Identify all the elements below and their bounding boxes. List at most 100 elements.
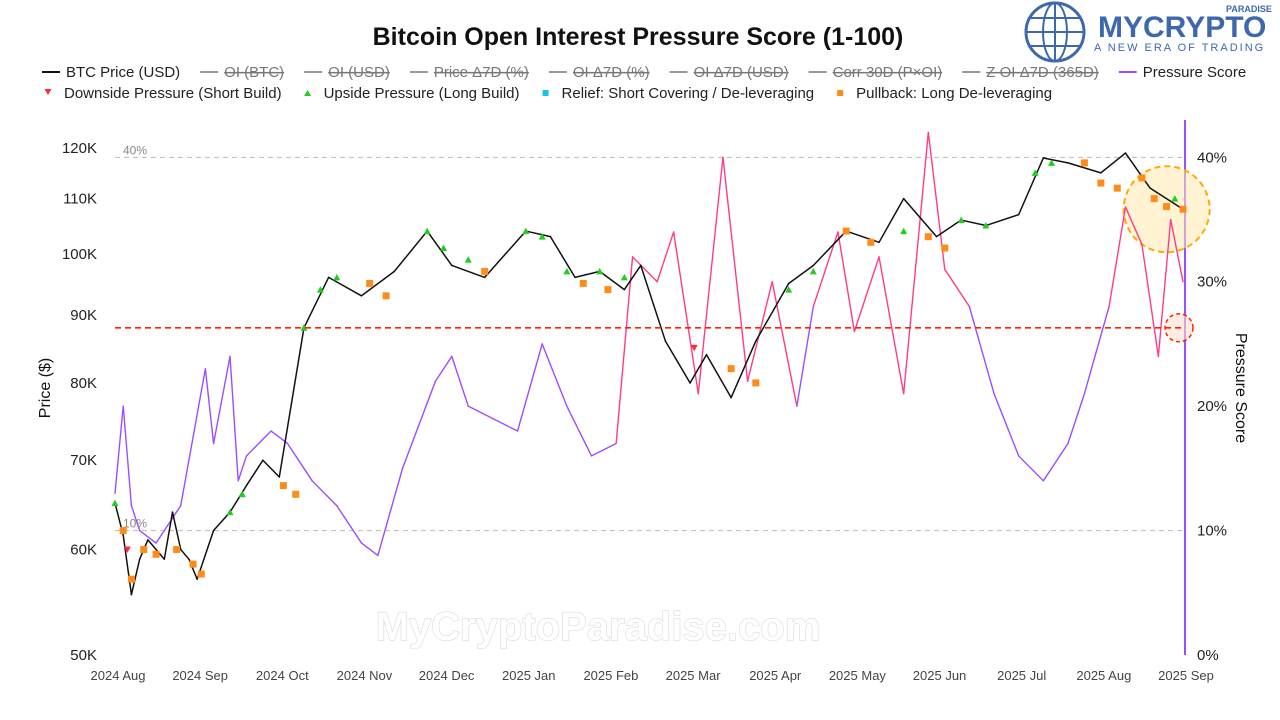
legend-marker bbox=[542, 90, 549, 96]
score-segment bbox=[1083, 305, 1110, 395]
pullback-marker bbox=[481, 267, 489, 275]
x-tick-label: 2025 May bbox=[829, 668, 887, 683]
score-segment bbox=[229, 355, 239, 482]
score-segment bbox=[902, 131, 930, 395]
pullback-marker bbox=[867, 238, 875, 246]
price-segment bbox=[426, 230, 453, 267]
price-segment bbox=[640, 264, 667, 342]
pressure-score-series bbox=[114, 131, 1184, 557]
pullback-marker bbox=[279, 482, 287, 490]
price-segment bbox=[878, 197, 905, 244]
chart-title: Bitcoin Open Interest Pressure Score (1-… bbox=[373, 23, 904, 51]
upside-marker bbox=[1048, 159, 1056, 166]
pullback-marker bbox=[197, 570, 205, 578]
score-segment bbox=[878, 256, 905, 395]
score-segment bbox=[245, 430, 272, 457]
legend-item[interactable]: Price Δ7D (%) bbox=[434, 64, 529, 81]
score-segment bbox=[541, 343, 568, 407]
price-segment bbox=[262, 459, 281, 478]
highlight-circles bbox=[1122, 165, 1211, 343]
pullback-marker bbox=[1150, 195, 1158, 203]
score-segment bbox=[114, 405, 124, 494]
legend-markers: Downside Pressure (Short Build) Upside Pr… bbox=[44, 85, 1052, 102]
pullback-marker bbox=[152, 550, 160, 558]
price-segment bbox=[1017, 157, 1045, 216]
x-tick-label: 2024 Nov bbox=[337, 668, 393, 683]
price-segment bbox=[1100, 152, 1127, 174]
upside-marker bbox=[1171, 195, 1179, 202]
price-segment bbox=[229, 484, 248, 513]
legend-item[interactable]: Pullback: Long De-leveraging bbox=[856, 85, 1052, 102]
price-segment bbox=[245, 459, 264, 487]
y-axis-label: Price ($) bbox=[37, 358, 54, 418]
score-segment bbox=[631, 256, 658, 283]
price-segment bbox=[787, 264, 815, 285]
pullback-marker bbox=[1080, 159, 1088, 167]
upside-marker bbox=[596, 267, 604, 275]
price-segment bbox=[1124, 152, 1151, 189]
price-segment bbox=[303, 276, 330, 329]
price-segment bbox=[935, 219, 962, 238]
y2-tick-label: 20% bbox=[1197, 398, 1227, 415]
downside-marker bbox=[123, 546, 131, 553]
pullback-marker bbox=[1179, 205, 1187, 213]
upside-marker bbox=[464, 256, 472, 263]
price-segment bbox=[278, 327, 305, 478]
pullback-marker bbox=[752, 379, 760, 387]
score-segment bbox=[566, 405, 593, 457]
price-segment bbox=[960, 219, 987, 227]
score-segment bbox=[796, 305, 815, 407]
score-segment bbox=[138, 529, 157, 544]
ref-line-label: 40% bbox=[123, 143, 147, 157]
pullback-marker bbox=[924, 233, 932, 241]
legend-item[interactable]: Pressure Score bbox=[1143, 64, 1246, 81]
legend-item[interactable]: OI Δ7D (USD) bbox=[694, 64, 789, 81]
legend-item[interactable]: OI (BTC) bbox=[224, 64, 284, 81]
price-series bbox=[114, 152, 1184, 596]
upside-marker bbox=[809, 267, 817, 275]
legend-series: BTC Price (USD) OI (BTC) OI (USD) Price Δ7D… bbox=[42, 64, 1246, 81]
legend-marker bbox=[44, 89, 52, 95]
price-segment bbox=[327, 276, 363, 297]
y-tick-label: 100K bbox=[62, 246, 97, 263]
y2-tick-label: 40% bbox=[1197, 149, 1227, 166]
x-tick-label: 2024 Dec bbox=[419, 668, 475, 683]
x-tick-label: 2024 Oct bbox=[256, 668, 309, 683]
x-tick-label: 2025 Jul bbox=[997, 668, 1046, 683]
legend-item[interactable]: Downside Pressure (Short Build) bbox=[64, 85, 282, 102]
score-segment bbox=[1169, 218, 1184, 283]
price-segment bbox=[451, 264, 486, 279]
x-axis-ticks: 2024 Aug 2024 Sep 2024 Oct 2024 Nov 2024 Dec… bbox=[91, 668, 1214, 683]
score-segment bbox=[360, 542, 379, 557]
x-tick-label: 2025 Jan bbox=[502, 668, 556, 683]
y2-tick-label: 0% bbox=[1197, 647, 1219, 664]
y-tick-label: 110K bbox=[63, 191, 97, 208]
y2-axis-ticks: 0% 10% 20% 30% 40% bbox=[1197, 149, 1227, 664]
score-segment bbox=[722, 156, 749, 382]
legend-item[interactable]: Upside Pressure (Long Build) bbox=[324, 85, 520, 102]
price-segment bbox=[122, 534, 133, 596]
pullback-marker bbox=[127, 575, 135, 583]
x-tick-label: 2025 Sep bbox=[1158, 668, 1214, 683]
legend-item[interactable]: BTC Price (USD) bbox=[66, 64, 180, 81]
upside-marker bbox=[538, 233, 546, 240]
legend-item[interactable]: Z OI Δ7D (365D) bbox=[986, 64, 1099, 81]
upside-marker bbox=[1031, 169, 1039, 176]
reference-lines: 40% 10% bbox=[115, 143, 1183, 532]
y-tick-label: 70K bbox=[70, 452, 97, 469]
y-tick-label: 80K bbox=[70, 375, 97, 392]
brand-logo: PARADISE MYCRYPTO A NEW ERA OF TRADING bbox=[1024, 1, 1272, 63]
y2-axis-label: Pressure Score bbox=[1232, 333, 1249, 443]
x-tick-label: 2025 Aug bbox=[1076, 668, 1131, 683]
legend-item[interactable]: OI Δ7D (%) bbox=[573, 64, 650, 81]
upside-marker bbox=[620, 273, 628, 281]
price-segment bbox=[902, 197, 938, 238]
upside-marker bbox=[563, 267, 571, 275]
legend-item[interactable]: Corr 30D (P×OI) bbox=[833, 64, 943, 81]
legend-item[interactable]: OI (USD) bbox=[328, 64, 390, 81]
y2-tick-label: 30% bbox=[1197, 274, 1227, 291]
pullback-marker bbox=[140, 545, 148, 553]
upside-marker bbox=[982, 222, 990, 229]
pullback-marker bbox=[941, 244, 949, 252]
legend-item[interactable]: Relief: Short Covering / De-leveraging bbox=[562, 85, 815, 102]
